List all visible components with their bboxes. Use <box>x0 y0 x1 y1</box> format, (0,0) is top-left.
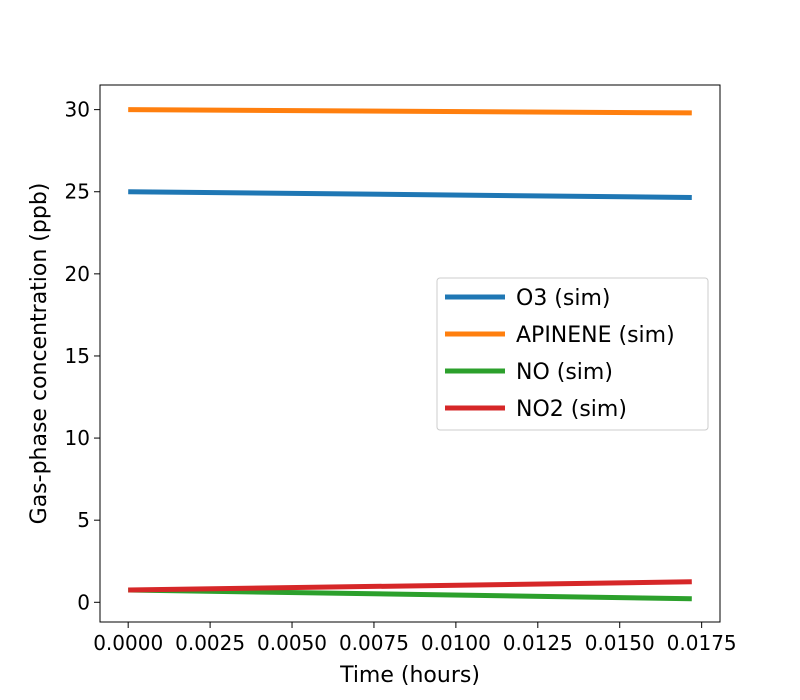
x-tick-label: 0.0075 <box>339 631 409 655</box>
x-tick-label: 0.0125 <box>503 631 573 655</box>
y-axis: 0 5 10 15 20 25 30 <box>65 98 100 614</box>
y-tick-label: 5 <box>77 508 90 532</box>
plot-lines <box>128 107 692 602</box>
legend-label: O3 (sim) <box>516 286 610 311</box>
x-tick-label: 0.0050 <box>257 631 327 655</box>
x-tick-label: 0.0000 <box>93 631 163 655</box>
y-tick-label: 25 <box>65 180 90 204</box>
series-line-0 <box>128 189 692 200</box>
x-axis-label: Time (hours) <box>339 663 480 688</box>
x-tick-label: 0.0150 <box>585 631 655 655</box>
legend-label: NO2 (sim) <box>516 397 627 422</box>
x-tick-label: 0.0175 <box>667 631 737 655</box>
y-axis-label: Gas-phase concentration (ppb) <box>27 183 52 525</box>
series-line-1 <box>128 107 692 116</box>
x-axis: 0.0000 0.0025 0.0050 0.0075 0.0100 0.0125 0.01… <box>93 622 737 655</box>
legend-box <box>436 277 709 431</box>
series-line-2 <box>128 587 692 602</box>
y-tick-label: 20 <box>65 262 90 286</box>
y-tick-label: 30 <box>65 98 90 122</box>
x-tick-label: 0.0025 <box>175 631 245 655</box>
legend: O3 (sim) APINENE (sim) NO (sim) NO2 (sim) <box>436 277 709 431</box>
legend-label: NO (sim) <box>516 360 613 385</box>
y-tick-label: 0 <box>77 590 90 614</box>
axes-frame <box>99 84 721 623</box>
x-tick-label: 0.0100 <box>421 631 491 655</box>
y-tick-label: 10 <box>65 426 90 450</box>
series-line-3 <box>128 579 692 593</box>
legend-label: APINENE (sim) <box>516 323 675 348</box>
y-tick-label: 15 <box>65 344 90 368</box>
